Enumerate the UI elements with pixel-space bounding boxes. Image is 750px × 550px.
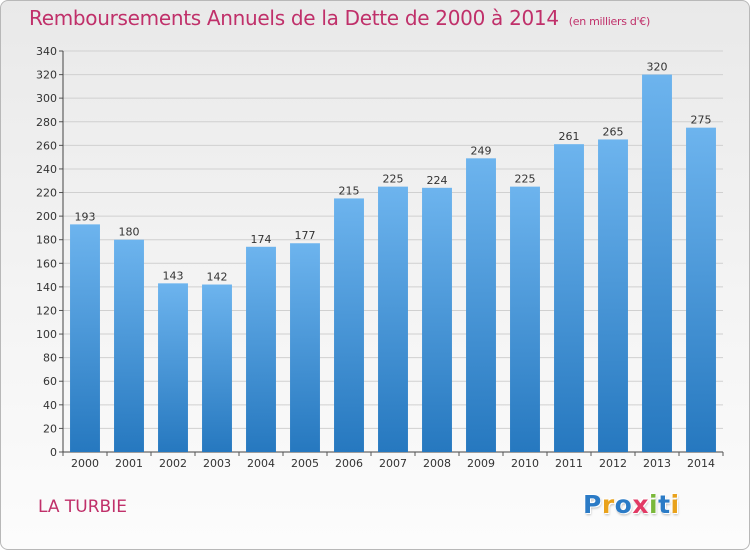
x-tick-label: 2009 bbox=[467, 457, 495, 470]
y-tick-label: 40 bbox=[43, 399, 57, 412]
data-label: 177 bbox=[295, 229, 316, 242]
bar-2012 bbox=[598, 139, 628, 453]
y-tick-label: 300 bbox=[36, 92, 57, 105]
commune-name: LA TURBIE bbox=[38, 497, 127, 517]
bar-2002 bbox=[158, 283, 188, 452]
x-tick-label: 2013 bbox=[643, 457, 671, 470]
data-label: 261 bbox=[559, 130, 580, 143]
x-tick-label: 2011 bbox=[555, 457, 583, 470]
y-tick-label: 140 bbox=[36, 281, 57, 294]
y-tick-label: 160 bbox=[36, 257, 57, 270]
data-label: 180 bbox=[119, 226, 140, 239]
y-tick-label: 20 bbox=[43, 422, 57, 435]
bar-2003 bbox=[202, 284, 232, 452]
data-label: 225 bbox=[383, 173, 404, 186]
data-label: 249 bbox=[471, 144, 492, 157]
y-tick-label: 260 bbox=[36, 139, 57, 152]
data-label: 265 bbox=[603, 125, 624, 138]
x-tick-label: 2002 bbox=[159, 457, 187, 470]
chart-title: Remboursements Annuels de la Dette de 20… bbox=[29, 6, 650, 30]
bar-2000 bbox=[70, 224, 100, 452]
chart-unit: (en milliers d'€) bbox=[568, 15, 650, 28]
x-tick-label: 2000 bbox=[71, 457, 99, 470]
x-tick-label: 2003 bbox=[203, 457, 231, 470]
x-tick-label: 2004 bbox=[247, 457, 275, 470]
bar-2010 bbox=[510, 186, 540, 452]
x-tick-label: 2012 bbox=[599, 457, 627, 470]
x-tick-label: 2007 bbox=[379, 457, 407, 470]
y-tick-label: 240 bbox=[36, 163, 57, 176]
data-label: 215 bbox=[339, 184, 360, 197]
logo-letter: o bbox=[614, 490, 633, 519]
y-tick-label: 180 bbox=[36, 234, 57, 247]
chart-title-text: Remboursements Annuels de la Dette de 20… bbox=[29, 6, 559, 30]
y-tick-label: 120 bbox=[36, 304, 57, 317]
x-tick-label: 2010 bbox=[511, 457, 539, 470]
y-tick-label: 220 bbox=[36, 187, 57, 200]
bar-2008 bbox=[422, 187, 452, 452]
x-tick-label: 2008 bbox=[423, 457, 451, 470]
y-tick-label: 100 bbox=[36, 328, 57, 341]
y-tick-label: 320 bbox=[36, 69, 57, 82]
data-label: 174 bbox=[251, 233, 272, 246]
proxiti-logo: Proxiti bbox=[583, 490, 680, 519]
bars bbox=[70, 74, 716, 453]
logo-letter: x bbox=[632, 490, 649, 519]
x-tick-label: 2005 bbox=[291, 457, 319, 470]
logo-letter: i bbox=[670, 490, 680, 519]
bar-2007 bbox=[378, 186, 408, 452]
bar-2005 bbox=[290, 243, 320, 452]
axes: 0 20 40 60 80 100 120 140 160 180 200 220 240 260 280 3… bbox=[36, 45, 724, 470]
data-label: 320 bbox=[647, 61, 668, 74]
data-label: 193 bbox=[75, 210, 96, 223]
bar-2014 bbox=[686, 127, 716, 452]
data-label: 225 bbox=[515, 173, 536, 186]
data-label: 275 bbox=[691, 114, 712, 127]
data-label: 143 bbox=[163, 269, 184, 282]
x-tick-label: 2001 bbox=[115, 457, 143, 470]
logo-letter: i bbox=[649, 490, 659, 519]
y-tick-label: 340 bbox=[36, 45, 57, 58]
x-tick-label: 2014 bbox=[687, 457, 715, 470]
data-label: 142 bbox=[207, 271, 228, 284]
bar-chart: 0 20 40 60 80 100 120 140 160 180 200 220 240 260 280 3… bbox=[36, 45, 724, 470]
y-tick-label: 80 bbox=[43, 352, 57, 365]
bar-2006 bbox=[334, 198, 364, 452]
logo-letter: r bbox=[601, 490, 615, 519]
y-tick-label: 0 bbox=[50, 446, 57, 459]
y-tick-label: 280 bbox=[36, 116, 57, 129]
bar-2013 bbox=[642, 74, 672, 453]
x-tick-label: 2006 bbox=[335, 457, 363, 470]
bar-2009 bbox=[466, 158, 496, 452]
bar-2001 bbox=[114, 239, 144, 452]
logo-letter: P bbox=[583, 490, 602, 519]
data-labels: 193 180 143 142 174 177 215 225 224 249 225 261 265 3… bbox=[75, 61, 712, 284]
y-tick-label: 200 bbox=[36, 210, 57, 223]
bar-2011 bbox=[554, 144, 584, 452]
data-label: 224 bbox=[427, 174, 448, 187]
y-tick-label: 60 bbox=[43, 375, 57, 388]
logo-letter: t bbox=[658, 490, 671, 519]
bar-2004 bbox=[246, 246, 276, 452]
